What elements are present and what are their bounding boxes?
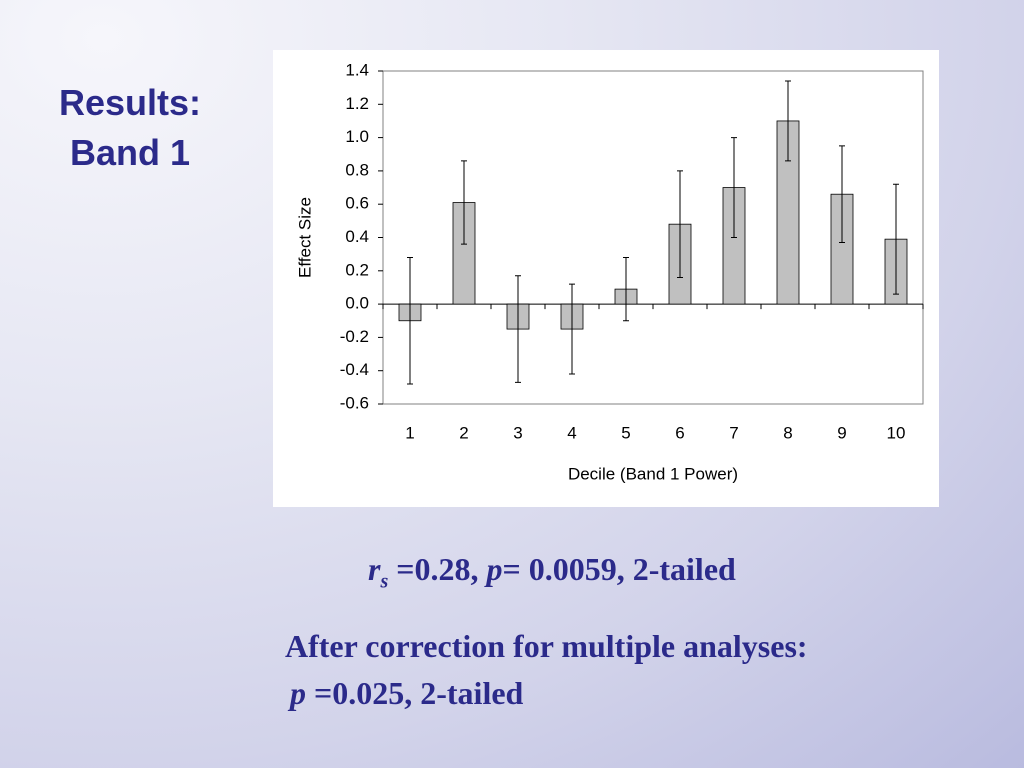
x-tick-label: 4 (567, 423, 576, 442)
x-tick-label: 6 (675, 423, 684, 442)
y-tick-label: 0.2 (345, 260, 369, 279)
y-tick-label: -0.4 (340, 360, 369, 379)
y-tick-label: 1.0 (345, 127, 369, 146)
error-bar (461, 160, 467, 245)
stat-subscript-text: s (380, 570, 389, 593)
y-axis-title: Effect Size (295, 197, 314, 278)
y-tick-label: -0.6 (340, 393, 369, 412)
stat-text: =0.28, (388, 551, 487, 587)
y-tick-label: 0.8 (345, 160, 369, 179)
y-tick-label: -0.2 (340, 327, 369, 346)
stat-subscript: s (380, 570, 388, 592)
note-text: =0.025, 2-tailed (306, 675, 524, 711)
x-tick-label: 5 (621, 423, 630, 442)
title-line: Band 1 (69, 132, 191, 173)
stat-text: = 0.0059, 2-tailed (502, 551, 736, 587)
stat-symbol: r (368, 551, 381, 587)
x-tick-label: 2 (459, 423, 468, 442)
title-line: Results: (58, 82, 202, 123)
y-tick-label: 1.2 (345, 94, 369, 113)
error-bar (731, 137, 737, 238)
error-bar (623, 256, 629, 322)
x-tick-label: 3 (513, 423, 522, 442)
stat-line: rs =0.28, p= 0.0059, 2-tailed (368, 553, 736, 591)
note-line: After correction for multiple analyses: (285, 628, 808, 664)
y-tick-label: 0.4 (345, 227, 369, 246)
slide-title: Results: Band 1 (20, 78, 240, 178)
x-tick-label: 7 (729, 423, 738, 442)
error-bar (407, 256, 413, 385)
x-tick-label: 1 (405, 423, 414, 442)
note-symbol: p (290, 675, 306, 711)
y-tick-label: 0.0 (345, 294, 369, 313)
error-bar (569, 283, 575, 375)
y-tick-label: 0.6 (345, 194, 369, 213)
error-bar (785, 80, 791, 162)
stat-symbol: p (486, 551, 503, 587)
x-tick-label: 10 (887, 423, 906, 442)
error-bar (515, 275, 521, 383)
note-line: p =0.025, 2-tailed (290, 677, 523, 709)
chart: -0.6 -0.4 -0.2 0.0 0.2 0.4 0.6 0.8 1.0 1.2 1.4 Deci… (273, 50, 939, 507)
error-bar (839, 145, 845, 243)
x-axis-title: Decile (Band 1 Power) (568, 464, 738, 483)
y-tick-label: 1.4 (345, 60, 369, 79)
x-tick-label: 9 (837, 423, 846, 442)
x-tick-label: 8 (783, 423, 792, 442)
error-bar (677, 170, 683, 278)
error-bar (893, 183, 899, 295)
